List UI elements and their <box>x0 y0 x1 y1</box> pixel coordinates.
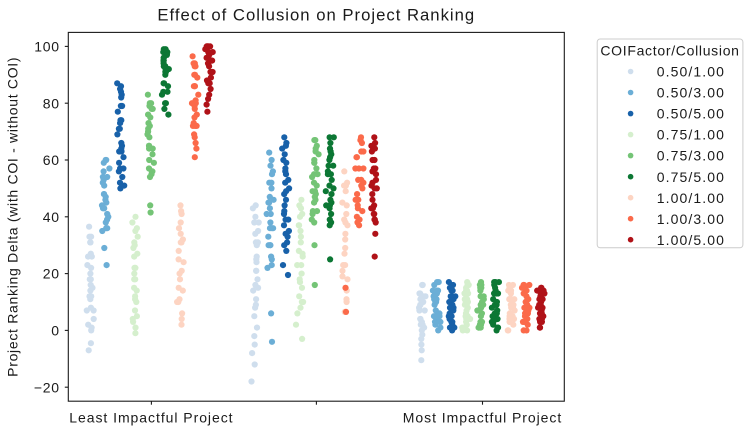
svg-text:0.75/3.00: 0.75/3.00 <box>657 148 725 164</box>
svg-text:0.50/1.00: 0.50/1.00 <box>657 64 725 80</box>
svg-text:Effect of Collusion on Project: Effect of Collusion on Project Ranking <box>157 6 475 25</box>
svg-text:0.50/3.00: 0.50/3.00 <box>657 85 725 101</box>
svg-text:100: 100 <box>34 39 59 55</box>
svg-text:Least Impactful Project: Least Impactful Project <box>69 410 233 426</box>
svg-text:0.75/5.00: 0.75/5.00 <box>657 169 725 185</box>
svg-text:40: 40 <box>43 209 60 225</box>
svg-text:1.00/5.00: 1.00/5.00 <box>657 232 725 248</box>
svg-text:COIFactor/Collusion: COIFactor/Collusion <box>600 43 739 59</box>
svg-text:1.00/3.00: 1.00/3.00 <box>657 211 725 227</box>
svg-text:60: 60 <box>43 152 60 168</box>
svg-text:Project Ranking Delta (with CO: Project Ranking Delta (with COI - withou… <box>5 57 21 377</box>
svg-text:−20: −20 <box>34 379 60 395</box>
svg-text:1.00/1.00: 1.00/1.00 <box>657 190 725 206</box>
svg-text:20: 20 <box>43 266 60 282</box>
svg-text:0.75/1.00: 0.75/1.00 <box>657 127 725 143</box>
svg-text:0.50/5.00: 0.50/5.00 <box>657 106 725 122</box>
svg-text:Most Impactful Project: Most Impactful Project <box>403 410 562 426</box>
svg-text:80: 80 <box>43 95 60 111</box>
svg-text:0: 0 <box>51 323 60 339</box>
